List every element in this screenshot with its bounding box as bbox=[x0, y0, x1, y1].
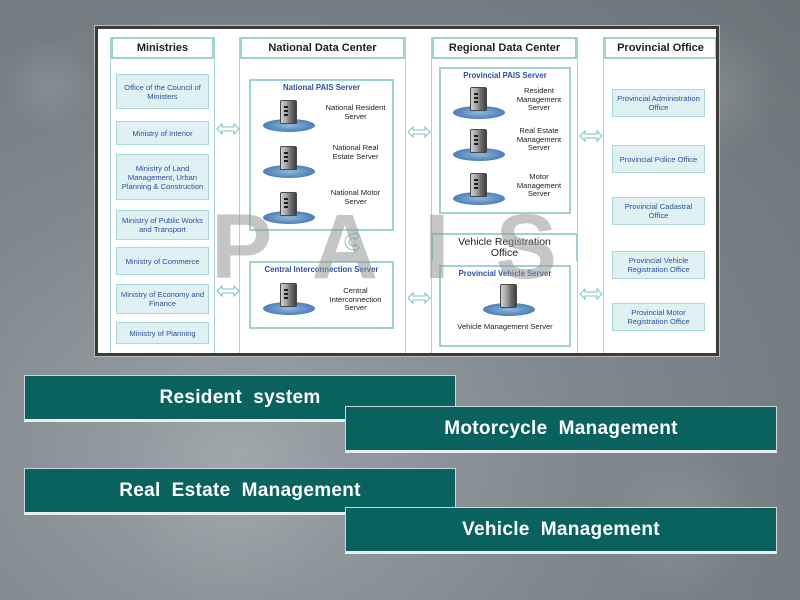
provincial-pais-server-box: Provincial PAIS Server Resident Manageme… bbox=[439, 67, 571, 214]
provincial-office-item: Provincial Motor Registration Office bbox=[612, 303, 705, 331]
network-disc-icon bbox=[263, 302, 315, 315]
server-tower-icon bbox=[280, 146, 297, 170]
server-label: National Resident Server bbox=[325, 103, 386, 121]
pais-architecture-diagram: Ministries Office of the Council of Mini… bbox=[95, 26, 719, 356]
bokeh-light bbox=[5, 40, 95, 130]
ministry-item: Ministry of Planning bbox=[116, 322, 209, 344]
provincial-vehicle-server-box: Provincial Vehicle Server Vehicle Manage… bbox=[439, 265, 571, 347]
network-disc-icon bbox=[453, 106, 505, 119]
vehicle-registration-office-header: Vehicle Registration Office bbox=[431, 233, 578, 261]
ministry-item: Office of the Council of Ministers bbox=[116, 74, 209, 109]
national-pais-server-title: National PAIS Server bbox=[283, 83, 360, 92]
regional-data-center-header: Regional Data Center bbox=[432, 37, 577, 59]
server-label: Resident Management Server bbox=[516, 86, 562, 113]
network-disc-icon bbox=[483, 303, 535, 316]
network-disc-icon bbox=[453, 148, 505, 161]
vehicle-management-banner: Vehicle Management bbox=[345, 507, 777, 554]
ministry-item: Ministry of Interior bbox=[116, 121, 209, 145]
server-tower-icon bbox=[280, 192, 297, 216]
network-disc-icon bbox=[263, 211, 315, 224]
provincial-office-item: Provincial Cadastral Office bbox=[612, 197, 705, 225]
ministries-column: Ministries Office of the Council of Mini… bbox=[110, 37, 215, 353]
server-label: National Real Estate Server bbox=[332, 143, 379, 161]
server-label: Vehicle Management Server bbox=[457, 322, 553, 331]
provincial-pais-server-title: Provincial PAIS Server bbox=[463, 71, 547, 80]
national-interconnection-arrow-icon bbox=[342, 232, 368, 252]
server-node: Real Estate Management Server bbox=[441, 124, 569, 164]
provincial-office-item: Provincial Police Office bbox=[612, 145, 705, 173]
ministries-header: Ministries bbox=[111, 37, 214, 59]
server-label: National Motor Server bbox=[330, 188, 381, 206]
ministries-national-arrow-icon bbox=[216, 122, 240, 136]
server-node: National Motor Server bbox=[251, 187, 392, 227]
ministry-item: Ministry of Commerce bbox=[116, 247, 209, 275]
central-interconnection-title: Central Interconnection Server bbox=[264, 265, 379, 274]
banner-label: Resident system bbox=[159, 386, 321, 408]
central-interconnection-box: Central Interconnection Server Central I… bbox=[249, 261, 394, 329]
national-data-center-column: National Data Center National PAIS Serve… bbox=[239, 37, 406, 353]
server-node: Resident Management Server bbox=[441, 82, 569, 122]
banner-label: Motorcycle Management bbox=[444, 417, 678, 439]
server-node: National Real Estate Server bbox=[251, 141, 392, 181]
server-tower-icon bbox=[280, 100, 297, 124]
provincial-office-item: Provincial Vehicle Registration Office bbox=[612, 251, 705, 279]
server-node: Central Interconnection Server bbox=[251, 278, 392, 318]
server-label: Real Estate Management Server bbox=[516, 126, 562, 153]
regional-provincial-arrow-icon bbox=[579, 287, 603, 301]
network-disc-icon bbox=[263, 165, 315, 178]
ministry-item: Ministry of Economy and Finance bbox=[116, 284, 209, 314]
motorcycle-management-banner: Motorcycle Management bbox=[345, 406, 777, 453]
real-estate-management-banner: Real Estate Management bbox=[24, 468, 456, 515]
server-tower-icon bbox=[280, 283, 297, 307]
regional-data-center-column: Regional Data Center Provincial PAIS Ser… bbox=[431, 37, 578, 353]
provincial-office-header: Provincial Office bbox=[604, 37, 716, 59]
national-regional-arrow-icon bbox=[407, 125, 431, 139]
provincial-office-item: Provincial Administration Office bbox=[612, 89, 705, 117]
network-disc-icon bbox=[263, 119, 315, 132]
server-tower-icon bbox=[470, 87, 487, 111]
server-label: Motor Management Server bbox=[516, 172, 562, 199]
banner-label: Vehicle Management bbox=[462, 518, 660, 540]
national-data-center-header: National Data Center bbox=[240, 37, 405, 59]
server-tower-icon bbox=[470, 173, 487, 197]
national-regional-arrow-icon bbox=[407, 291, 431, 305]
vehicle-registration-office-title: Vehicle Registration Office bbox=[458, 236, 551, 259]
network-disc-icon bbox=[453, 192, 505, 205]
ministry-item: Ministry of Land Management, Urban Plann… bbox=[116, 154, 209, 200]
ministry-item: Ministry of Public Works and Transport bbox=[116, 210, 209, 240]
banner-label: Real Estate Management bbox=[119, 479, 361, 501]
server-label: Central Interconnection Server bbox=[329, 286, 382, 313]
national-pais-server-box: National PAIS Server National Resident S… bbox=[249, 79, 394, 231]
server-node bbox=[483, 281, 535, 321]
server-node: National Resident Server bbox=[251, 95, 392, 135]
ministries-national-arrow-icon bbox=[216, 284, 240, 298]
server-tower-icon bbox=[500, 284, 517, 308]
provincial-vehicle-server-title: Provincial Vehicle Server bbox=[458, 269, 552, 278]
server-node: Motor Management Server bbox=[441, 168, 569, 208]
provincial-office-column: Provincial Office Provincial Administrat… bbox=[603, 37, 716, 353]
regional-provincial-arrow-icon bbox=[579, 129, 603, 143]
server-tower-icon bbox=[470, 129, 487, 153]
